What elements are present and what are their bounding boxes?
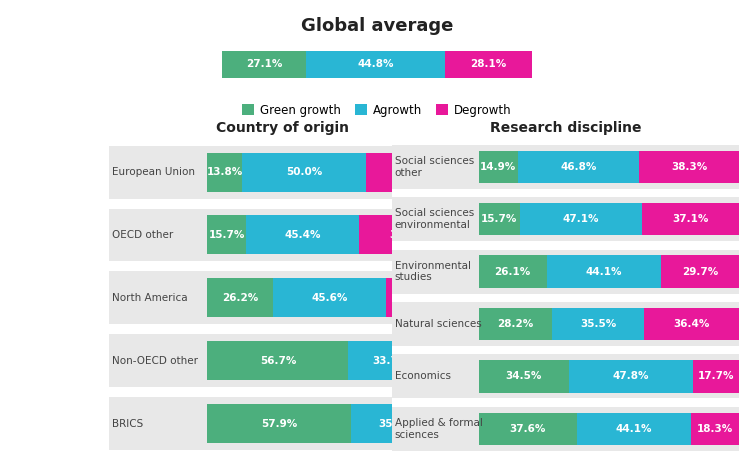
- Bar: [109, 146, 456, 198]
- Bar: [272, 278, 386, 318]
- Text: 50.0%: 50.0%: [286, 167, 322, 177]
- Text: 46.8%: 46.8%: [560, 162, 596, 172]
- Bar: [392, 250, 739, 294]
- Bar: [392, 407, 739, 451]
- Bar: [207, 341, 348, 380]
- Bar: [392, 302, 739, 346]
- Bar: [306, 51, 445, 78]
- Text: Applied & formal
sciences: Applied & formal sciences: [394, 418, 483, 439]
- Text: 44.8%: 44.8%: [357, 60, 394, 69]
- Text: Global average: Global average: [301, 17, 453, 35]
- Bar: [366, 152, 456, 192]
- Bar: [247, 215, 360, 255]
- Bar: [693, 360, 739, 393]
- Bar: [479, 308, 552, 340]
- Bar: [577, 413, 691, 445]
- Legend: Green growth, Agrowth, Degrowth: Green growth, Agrowth, Degrowth: [238, 99, 516, 121]
- Bar: [445, 51, 532, 78]
- Bar: [242, 152, 366, 192]
- Text: 44.1%: 44.1%: [616, 424, 652, 434]
- Bar: [109, 272, 456, 324]
- Bar: [207, 152, 242, 192]
- Text: 56.7%: 56.7%: [259, 356, 296, 366]
- Bar: [569, 360, 693, 393]
- Text: 14.9%: 14.9%: [480, 162, 516, 172]
- Text: OECD other: OECD other: [112, 230, 173, 240]
- Text: 47.8%: 47.8%: [612, 371, 649, 381]
- Text: 18.3%: 18.3%: [697, 424, 733, 434]
- Text: Economics: Economics: [394, 371, 451, 381]
- Bar: [520, 203, 642, 235]
- Text: 37.1%: 37.1%: [673, 214, 709, 224]
- Text: 38.9%: 38.9%: [390, 230, 426, 240]
- Text: 28.2%: 28.2%: [403, 293, 440, 303]
- Text: 26.2%: 26.2%: [222, 293, 258, 303]
- Bar: [207, 278, 272, 318]
- Bar: [386, 278, 456, 318]
- Text: 6.3%: 6.3%: [434, 418, 463, 429]
- Bar: [691, 413, 739, 445]
- Bar: [109, 209, 456, 261]
- Text: Non-OECD other: Non-OECD other: [112, 356, 198, 366]
- Bar: [479, 413, 577, 445]
- Text: Natural sciences: Natural sciences: [394, 319, 482, 329]
- Text: 17.7%: 17.7%: [697, 371, 734, 381]
- Text: 45.4%: 45.4%: [285, 230, 321, 240]
- Bar: [348, 341, 432, 380]
- Text: 15.7%: 15.7%: [209, 230, 245, 240]
- Bar: [440, 404, 456, 443]
- Text: Environmental
studies: Environmental studies: [394, 261, 470, 282]
- Text: Social sciences
environmental: Social sciences environmental: [394, 208, 474, 230]
- Bar: [360, 215, 456, 255]
- Text: 34.5%: 34.5%: [505, 371, 542, 381]
- Text: 44.1%: 44.1%: [586, 267, 622, 277]
- Bar: [222, 51, 306, 78]
- Bar: [479, 151, 517, 183]
- Text: 27.1%: 27.1%: [246, 60, 283, 69]
- Text: 47.1%: 47.1%: [562, 214, 599, 224]
- Bar: [392, 355, 739, 398]
- Text: 33.7%: 33.7%: [372, 356, 409, 366]
- Bar: [207, 215, 247, 255]
- Bar: [479, 203, 520, 235]
- Title: Country of origin: Country of origin: [216, 121, 349, 136]
- Bar: [109, 397, 456, 450]
- Text: 57.9%: 57.9%: [261, 418, 298, 429]
- Text: North America: North America: [112, 293, 188, 303]
- Bar: [432, 341, 456, 380]
- Text: 45.6%: 45.6%: [311, 293, 348, 303]
- Text: 36.4%: 36.4%: [673, 319, 710, 329]
- Bar: [547, 256, 661, 288]
- Text: 28.1%: 28.1%: [470, 60, 506, 69]
- Text: 26.1%: 26.1%: [495, 267, 531, 277]
- Bar: [351, 404, 440, 443]
- Text: 13.8%: 13.8%: [207, 167, 243, 177]
- Text: 15.7%: 15.7%: [481, 214, 517, 224]
- Text: 36.2%: 36.2%: [393, 167, 429, 177]
- Bar: [207, 404, 351, 443]
- Bar: [661, 256, 739, 288]
- Bar: [392, 197, 739, 241]
- Text: Social sciences
other: Social sciences other: [394, 156, 474, 178]
- Text: 35.8%: 35.8%: [378, 418, 414, 429]
- Text: 37.6%: 37.6%: [510, 424, 546, 434]
- Bar: [645, 308, 739, 340]
- Bar: [392, 145, 739, 189]
- Title: Research discipline: Research discipline: [490, 121, 641, 136]
- Text: 9.6%: 9.6%: [430, 356, 458, 366]
- Bar: [642, 203, 739, 235]
- Text: 38.3%: 38.3%: [671, 162, 707, 172]
- Text: European Union: European Union: [112, 167, 195, 177]
- Bar: [479, 256, 547, 288]
- Bar: [639, 151, 739, 183]
- Text: 35.5%: 35.5%: [580, 319, 617, 329]
- Text: 28.2%: 28.2%: [498, 319, 534, 329]
- Bar: [109, 334, 456, 387]
- Bar: [552, 308, 645, 340]
- Bar: [479, 360, 569, 393]
- Text: BRICS: BRICS: [112, 418, 143, 429]
- Bar: [517, 151, 639, 183]
- Text: 29.7%: 29.7%: [682, 267, 718, 277]
